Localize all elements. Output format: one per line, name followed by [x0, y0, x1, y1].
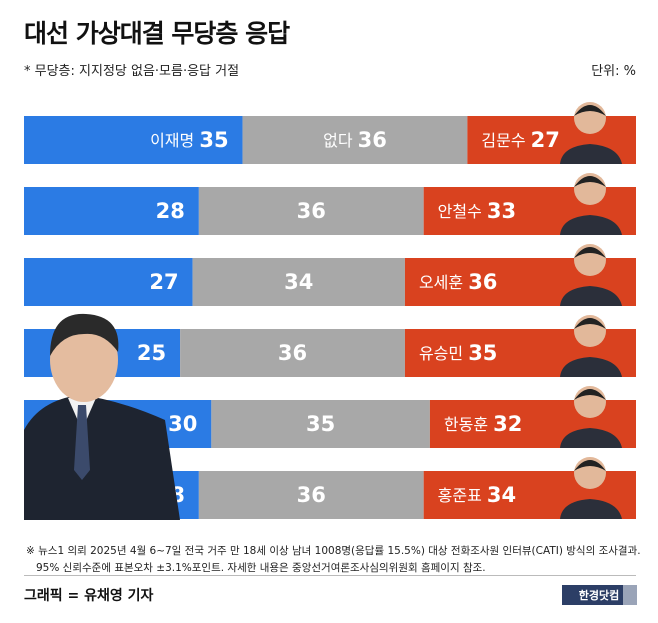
- data-label-middle-row-1: 없다 36: [323, 128, 387, 152]
- data-label-middle-row-2: 36: [297, 199, 326, 223]
- bar-middle-row-4: [180, 329, 405, 377]
- data-label-middle-row-4: 36: [278, 341, 307, 365]
- graphic-credit: 그래픽 = 유채영 기자: [24, 588, 154, 604]
- bar-left-row-1: [24, 116, 243, 164]
- unit-label: 단위: %: [591, 64, 636, 79]
- footnote-line-2: 95% 신뢰수준에 표본오차 ±3.1%포인트. 자세한 내용은 중앙선거여론조…: [36, 562, 486, 574]
- data-label-left-row-3: 27: [149, 270, 178, 294]
- candidate-photo-row-1: [560, 102, 622, 164]
- divider: [24, 575, 636, 576]
- candidate-photo-row-2: [560, 173, 622, 235]
- data-label-middle-row-3: 34: [284, 270, 313, 294]
- data-label-right-row-1: 김문수 27: [481, 128, 559, 152]
- candidate-photo-row-4: [560, 315, 622, 377]
- main-candidate-photo: [24, 313, 180, 520]
- logo-stripe: [623, 585, 637, 605]
- data-label-middle-row-6: 36: [297, 483, 326, 507]
- bar-middle-row-1: [242, 116, 468, 164]
- bar-left-row-2: [24, 187, 199, 235]
- data-label-left-row-2: 28: [156, 199, 185, 223]
- data-label-right-row-4: 유승민 35: [419, 341, 497, 365]
- bar-left-row-3: [24, 258, 193, 306]
- bar-middle-row-2: [198, 187, 424, 235]
- data-label-right-row-3: 오세훈 36: [419, 270, 497, 294]
- candidate-photo-row-6: [560, 457, 622, 519]
- candidate-photo-row-3: [560, 244, 622, 306]
- data-label-right-row-5: 한동훈 32: [444, 412, 522, 436]
- footnote: ※ 뉴스1 의뢰 2025년 4월 6~7일 전국 거주 만 18세 이상 남녀…: [26, 543, 641, 577]
- bar-middle-row-6: [198, 471, 424, 519]
- stacked-bar-chart: 이재명 35 없다 36 김문수 27 28 36 안철수 33 27 34 오세훈 36 25 3…: [24, 102, 636, 520]
- publisher-logo-text: 한경닷컴: [578, 589, 620, 602]
- data-label-right-row-2: 안철수 33: [438, 199, 516, 223]
- data-label-right-row-6: 홍준표 34: [438, 483, 516, 507]
- bar-middle-row-3: [192, 258, 405, 306]
- publisher-logo: 한경닷컴: [562, 585, 637, 605]
- footnote-line-1: ※ 뉴스1 의뢰 2025년 4월 6~7일 전국 거주 만 18세 이상 남녀…: [26, 545, 641, 557]
- candidate-photo-row-5: [560, 386, 622, 448]
- data-label-left-row-4: 25: [137, 341, 166, 365]
- chart-subtitle: * 무당층: 지지정당 없음·모름·응답 거절: [24, 64, 240, 79]
- data-label-left-row-5: 30: [168, 412, 197, 436]
- bar-middle-row-5: [211, 400, 430, 448]
- data-label-middle-row-5: 35: [306, 412, 335, 436]
- data-label-left-row-1: 이재명 35: [150, 128, 228, 152]
- chart-title: 대선 가상대결 무당층 응답: [24, 19, 290, 48]
